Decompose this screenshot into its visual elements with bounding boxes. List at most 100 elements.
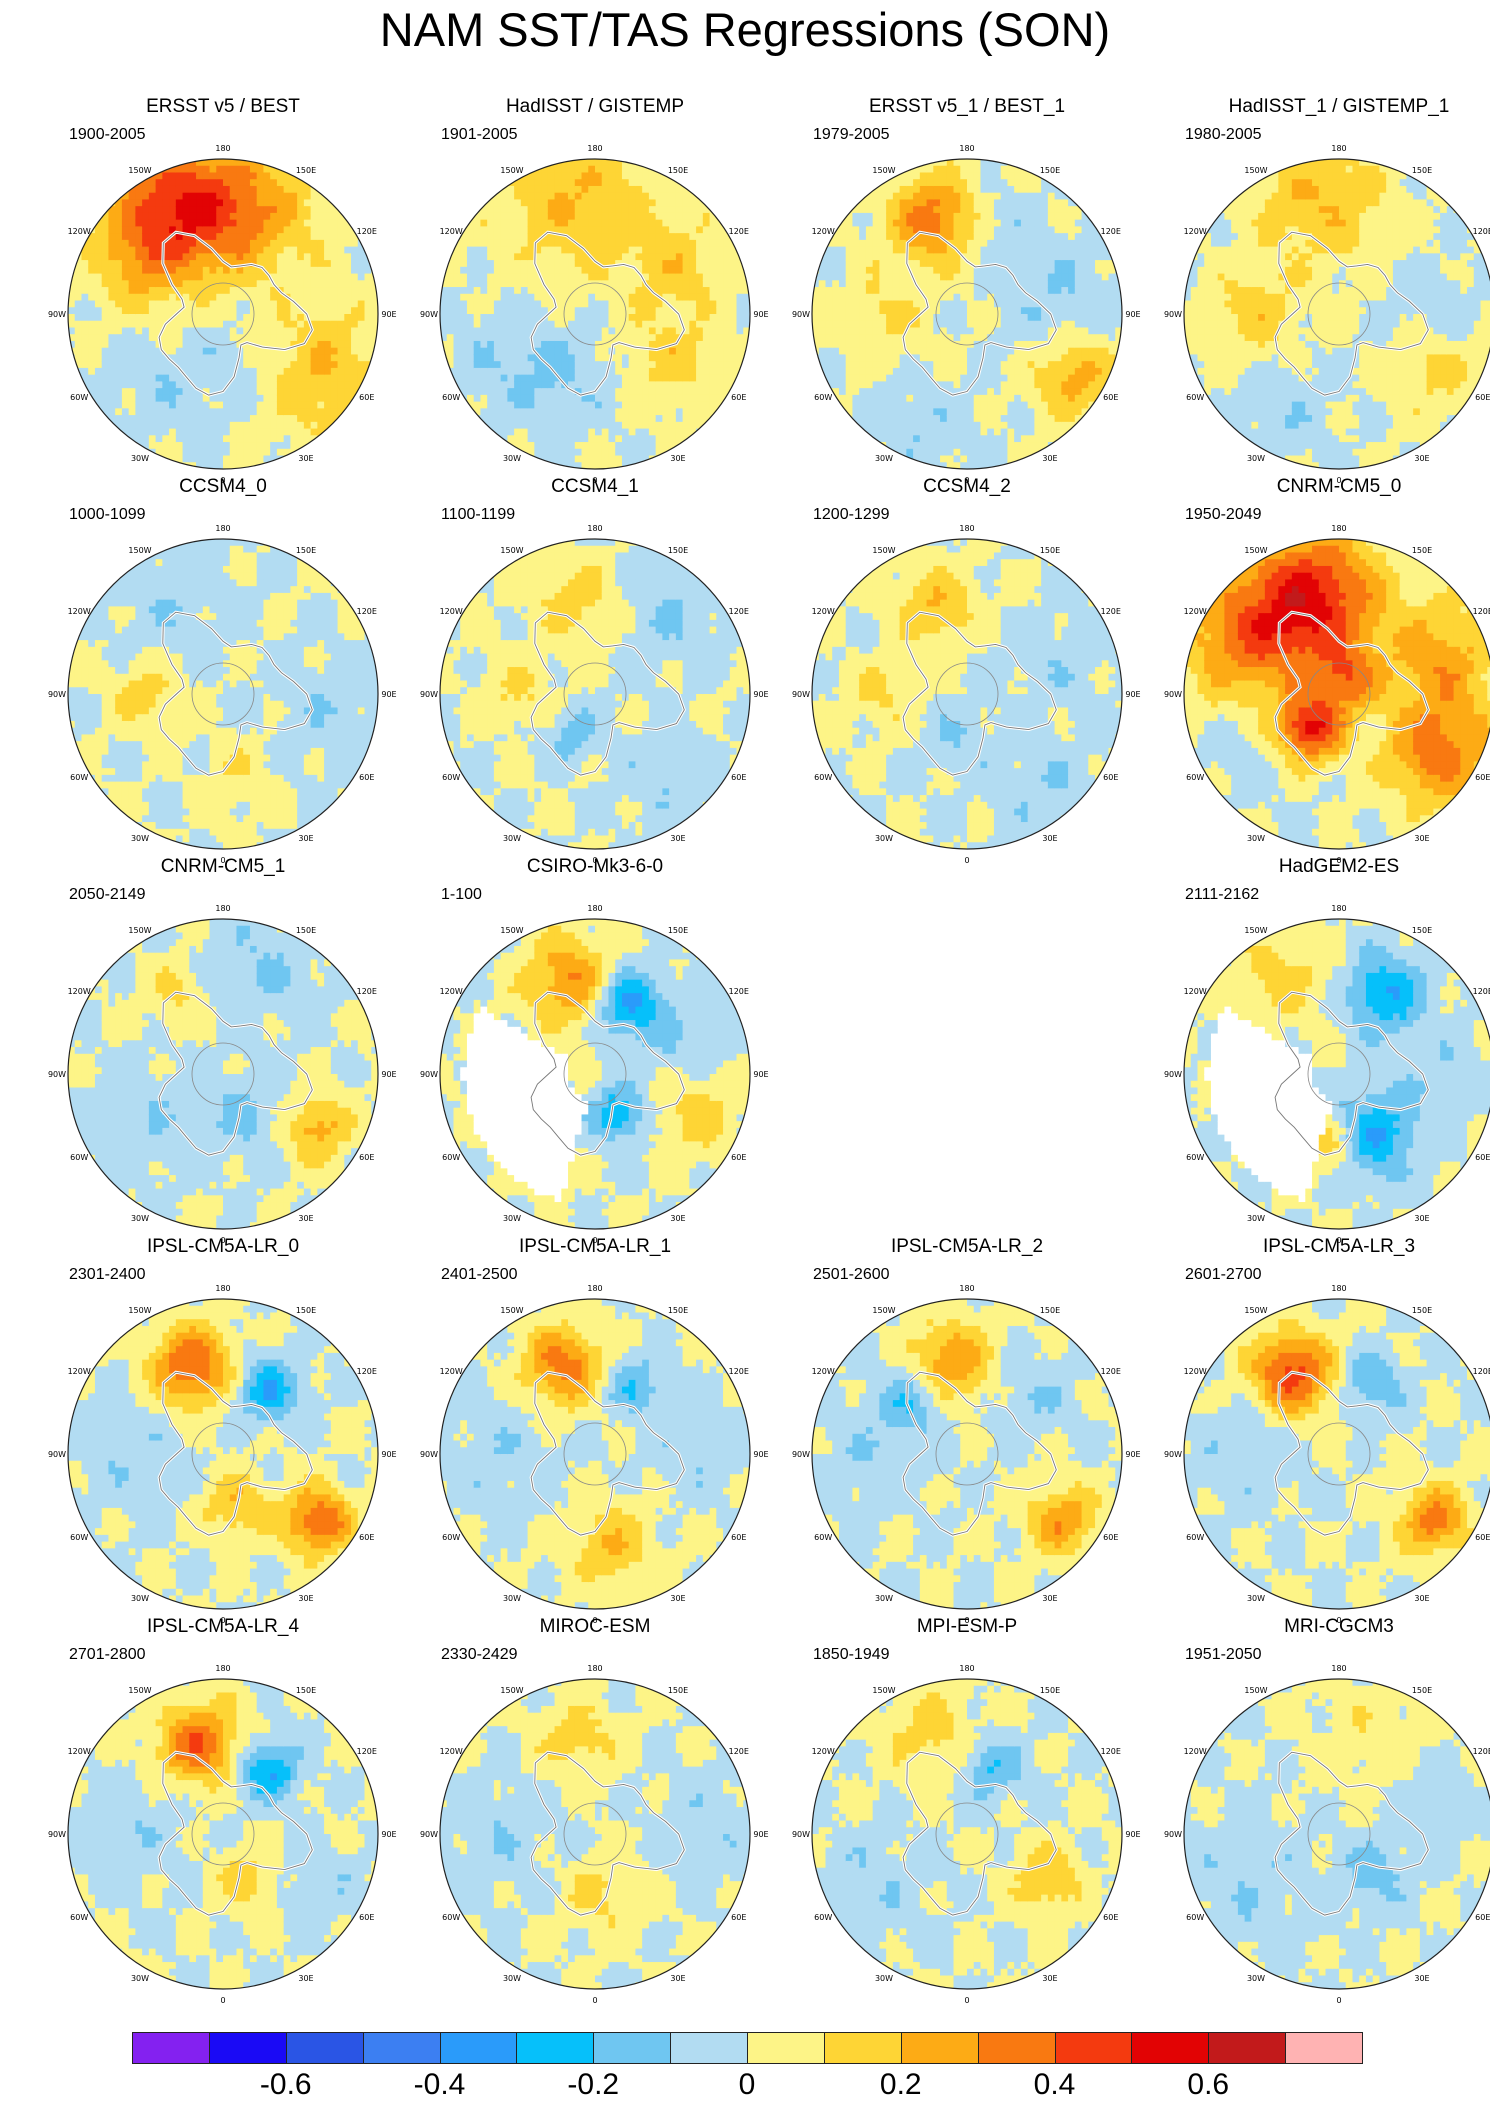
colorbar-swatch xyxy=(670,2032,748,2064)
panel-title: CCSM4_1 xyxy=(409,476,781,498)
longitude-label: 120E xyxy=(1473,1747,1490,1756)
panel-period: 2111-2162 xyxy=(1185,886,1259,904)
longitude-label: 90E xyxy=(1125,690,1140,699)
longitude-label: 150E xyxy=(1040,166,1060,175)
longitude-label: 150E xyxy=(668,926,688,935)
map-boundary xyxy=(67,918,379,1230)
colorbar-swatch xyxy=(1208,2032,1287,2064)
longitude-label: 120E xyxy=(1101,607,1121,616)
longitude-label: 30W xyxy=(503,1974,521,1983)
longitude-label: 30W xyxy=(1247,1214,1265,1223)
longitude-label: 90E xyxy=(1125,310,1140,319)
panel-period: 2401-2500 xyxy=(441,1266,518,1284)
longitude-label: 60E xyxy=(359,393,374,402)
colorbar-swatch xyxy=(132,2032,210,2064)
longitude-label: 30W xyxy=(131,1974,149,1983)
colorbar-swatch xyxy=(747,2032,825,2064)
longitude-label: 60E xyxy=(359,1913,374,1922)
longitude-label: 30W xyxy=(503,834,521,843)
panel-title: ERSST v5 / BEST xyxy=(37,96,409,118)
map-boundary xyxy=(67,1298,379,1610)
longitude-label: 90E xyxy=(753,1070,768,1079)
longitude-label: 30W xyxy=(1247,834,1265,843)
longitude-label: 90W xyxy=(420,1450,438,1459)
longitude-label: 150E xyxy=(296,1306,316,1315)
panel-period: 1980-2005 xyxy=(1185,126,1262,144)
longitude-label: 0 xyxy=(964,1996,969,2004)
longitude-label: 150W xyxy=(128,546,151,555)
longitude-label: 90W xyxy=(420,690,438,699)
longitude-label: 120E xyxy=(357,227,377,236)
panel-period: 2301-2400 xyxy=(69,1266,146,1284)
panel-period: 1000-1099 xyxy=(69,506,146,524)
colorbar-swatch xyxy=(593,2032,672,2064)
longitude-label: 30E xyxy=(670,1974,685,1983)
longitude-label: 120E xyxy=(729,1747,749,1756)
panel-period: 1900-2005 xyxy=(69,126,146,144)
longitude-label: 90W xyxy=(48,690,66,699)
longitude-label: 90W xyxy=(1164,1450,1182,1459)
longitude-label: 0 xyxy=(220,1996,225,2004)
longitude-label: 30E xyxy=(1042,1594,1057,1603)
panel-title: MIROC-ESM xyxy=(409,1616,781,1638)
longitude-label: 120E xyxy=(1473,987,1490,996)
longitude-label: 180 xyxy=(959,1664,974,1673)
longitude-label: 180 xyxy=(959,144,974,153)
longitude-label: 90W xyxy=(1164,1070,1182,1079)
longitude-label: 150E xyxy=(1412,1686,1432,1695)
longitude-label: 120W xyxy=(1184,987,1207,996)
longitude-label: 120W xyxy=(440,1367,463,1376)
panel-title: MPI-ESM-P xyxy=(781,1616,1153,1638)
map-boundary xyxy=(439,918,751,1230)
longitude-label: 30W xyxy=(503,1594,521,1603)
longitude-label: 30W xyxy=(503,454,521,463)
empty-panel xyxy=(781,856,1153,1244)
longitude-label: 180 xyxy=(587,1664,602,1673)
longitude-label: 60E xyxy=(1475,773,1490,782)
colorbar-swatch xyxy=(285,2032,364,2064)
longitude-label: 30E xyxy=(1042,454,1057,463)
longitude-label: 180 xyxy=(587,904,602,913)
longitude-label: 150E xyxy=(296,166,316,175)
longitude-label: 90W xyxy=(1164,310,1182,319)
longitude-label: 90W xyxy=(48,310,66,319)
longitude-label: 120E xyxy=(729,1367,749,1376)
panel-title: HadISST / GISTEMP xyxy=(409,96,781,118)
panel-title: IPSL-CM5A-LR_3 xyxy=(1153,1236,1490,1258)
longitude-label: 60W xyxy=(1186,1153,1204,1162)
longitude-label: 150W xyxy=(500,926,523,935)
longitude-label: 30W xyxy=(1247,1974,1265,1983)
longitude-label: 30E xyxy=(298,1214,313,1223)
map-panel: HadISST / GISTEMP 1901-2005 180 150E 120E 90E… xyxy=(409,96,781,484)
longitude-label: 60W xyxy=(814,393,832,402)
map-boundary xyxy=(1183,1678,1490,1990)
panel-period: 1-100 xyxy=(441,886,482,904)
longitude-label: 90E xyxy=(381,1450,396,1459)
longitude-label: 0 xyxy=(592,856,597,864)
longitude-label: 30E xyxy=(1042,1974,1057,1983)
map-panel: HadISST_1 / GISTEMP_1 1980-2005 180 150E 120… xyxy=(1153,96,1490,484)
panel-title: IPSL-CM5A-LR_0 xyxy=(37,1236,409,1258)
longitude-label: 60E xyxy=(731,773,746,782)
panel-title: CCSM4_2 xyxy=(781,476,1153,498)
longitude-label: 90E xyxy=(753,1450,768,1459)
longitude-label: 0 xyxy=(592,1616,597,1624)
longitude-label: 30E xyxy=(1042,834,1057,843)
longitude-label: 150E xyxy=(1412,926,1432,935)
longitude-label: 180 xyxy=(215,1664,230,1673)
longitude-label: 0 xyxy=(592,1996,597,2004)
longitude-label: 180 xyxy=(215,904,230,913)
colorbar-tick-label: -0.4 xyxy=(390,2068,490,2102)
map-panel: ERSST v5 / BEST 1900-2005 180 150E 120E 90E 60… xyxy=(37,96,409,484)
longitude-label: 150E xyxy=(1412,546,1432,555)
map-panel: CNRM-CM5_01950-2049180150E120E90E60E30E0… xyxy=(1153,476,1490,864)
longitude-label: 120E xyxy=(357,987,377,996)
map-boundary xyxy=(439,1678,751,1990)
panel-period: 2601-2700 xyxy=(1185,1266,1262,1284)
colorbar-tick-label: 0 xyxy=(697,2068,797,2102)
colorbar-swatch xyxy=(1131,2032,1210,2064)
